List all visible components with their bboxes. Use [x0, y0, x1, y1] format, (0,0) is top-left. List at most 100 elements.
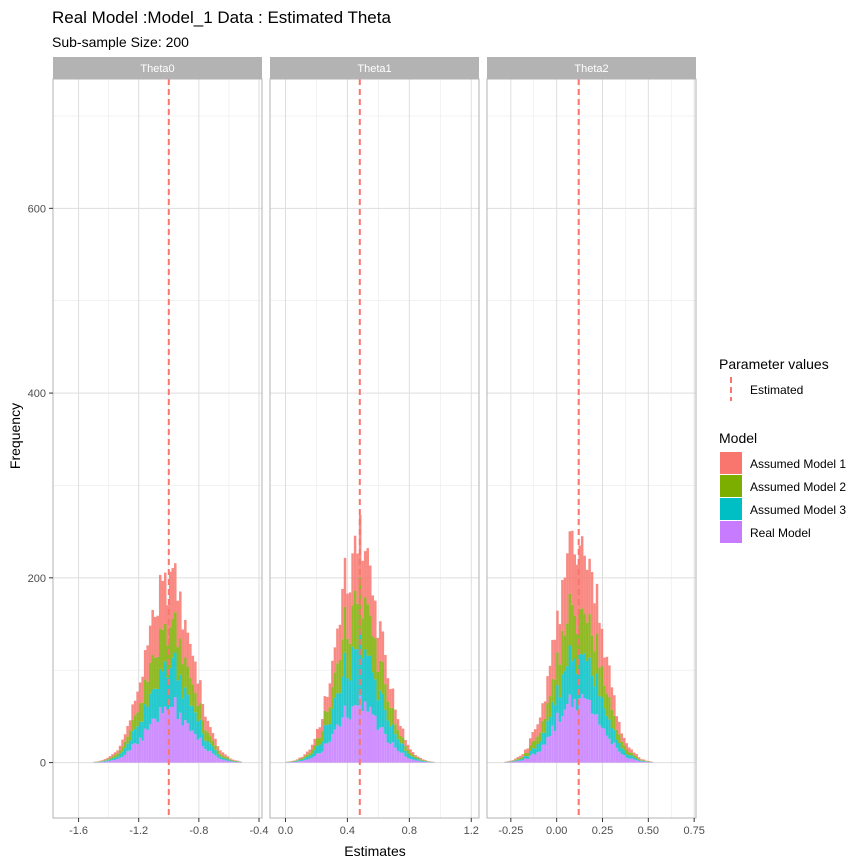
histogram-bar-real-model — [121, 756, 124, 763]
histogram-bar-real-model — [315, 753, 319, 763]
histogram-bar-assumed-model-1 — [571, 530, 574, 605]
histogram-bar-assumed-model-1 — [399, 725, 402, 736]
histogram-bar-real-model — [620, 754, 624, 763]
histogram-bar-assumed-model-1 — [321, 719, 324, 732]
histogram-bar-real-model — [219, 759, 222, 763]
histogram-bars — [93, 563, 242, 763]
histogram-bar-real-model — [313, 756, 316, 763]
histogram-bar-assumed-model-1 — [635, 754, 638, 757]
histogram-bar-assumed-model-2 — [331, 687, 334, 709]
histogram-bar-assumed-model-1 — [179, 591, 182, 639]
histogram-bar-assumed-model-2 — [189, 677, 192, 706]
histogram-bar-assumed-model-2 — [295, 760, 299, 761]
histogram-bar-assumed-model-1 — [146, 645, 149, 682]
histogram-bar-real-model — [118, 757, 122, 763]
histogram-bar-assumed-model-3 — [204, 740, 207, 750]
histogram-bar-assumed-model-2 — [409, 752, 412, 756]
histogram-bar-assumed-model-2 — [161, 629, 164, 672]
histogram-bar-assumed-model-3 — [156, 688, 159, 722]
histogram-bar-real-model — [236, 762, 240, 763]
histogram-bar-assumed-model-1 — [519, 755, 522, 758]
histogram-bar-assumed-model-2 — [613, 715, 616, 731]
x-tick-label: 0.50 — [638, 825, 659, 837]
y-tick-label: 600 — [28, 203, 46, 215]
histogram-bar-assumed-model-1 — [346, 593, 349, 639]
histogram-bar-real-model — [541, 744, 544, 763]
histogram-bar-assumed-model-1 — [521, 754, 525, 757]
histogram-bar-assumed-model-1 — [615, 716, 619, 730]
histogram-bar-real-model — [580, 694, 584, 763]
histogram-bar-real-model — [310, 757, 314, 763]
histogram-bar-real-model — [353, 705, 357, 763]
histogram-bar-assumed-model-2 — [411, 754, 415, 757]
histogram-bar-assumed-model-2 — [308, 752, 311, 756]
histogram-bar-assumed-model-2 — [138, 703, 142, 722]
histogram-bar-real-model — [234, 761, 237, 763]
histogram-bar-assumed-model-1 — [632, 752, 636, 756]
histogram-bar-assumed-model-2 — [196, 705, 200, 722]
histogram-bar-assumed-model-2 — [163, 623, 167, 662]
histogram-bar-assumed-model-3 — [583, 653, 586, 699]
histogram-bar-assumed-model-1 — [353, 535, 357, 591]
histogram-bar-assumed-model-1 — [351, 553, 354, 606]
histogram-bar-assumed-model-2 — [328, 707, 332, 724]
histogram-bar-assumed-model-3 — [521, 758, 525, 761]
histogram-bar-assumed-model-3 — [516, 759, 520, 761]
facet-strip-label: Theta1 — [357, 63, 391, 75]
histogram-bar-assumed-model-2 — [556, 652, 559, 686]
histogram-bar-assumed-model-3 — [414, 758, 417, 761]
histogram-bar-assumed-model-1 — [318, 727, 322, 738]
histogram-bar-real-model — [536, 752, 539, 763]
histogram-bar-assumed-model-2 — [148, 662, 152, 694]
histogram-bar-assumed-model-2 — [424, 760, 428, 762]
histogram-bar-assumed-model-1 — [111, 754, 114, 757]
histogram-bar-assumed-model-1 — [598, 622, 601, 669]
histogram-bar-assumed-model-3 — [116, 756, 119, 760]
histogram-bar-assumed-model-3 — [303, 758, 306, 761]
histogram-bar-assumed-model-3 — [171, 657, 175, 707]
histogram-bar-assumed-model-2 — [101, 760, 104, 762]
histogram-bar-assumed-model-1 — [409, 749, 412, 753]
histogram-bar-assumed-model-3 — [541, 732, 544, 745]
histogram-bar-assumed-model-1 — [234, 760, 237, 761]
histogram-bar-assumed-model-1 — [98, 760, 102, 762]
legend-label-assumed-model-1: Assumed Model 1 — [750, 457, 846, 471]
histogram-bar-assumed-model-1 — [131, 704, 134, 720]
histogram-bar-assumed-model-3 — [543, 732, 547, 745]
histogram-bar-assumed-model-2 — [116, 753, 119, 757]
histogram-bar-assumed-model-2 — [623, 745, 626, 751]
y-axis-title: Frequency — [7, 403, 23, 469]
histogram-bar-real-model — [331, 734, 334, 763]
histogram-bar-real-model — [598, 724, 601, 763]
facet-strip — [53, 57, 262, 79]
histogram-bar-assumed-model-2 — [546, 703, 549, 721]
histogram-bar-assumed-model-1 — [231, 759, 235, 761]
histogram-bar-assumed-model-1 — [414, 755, 417, 757]
y-axis: 0 200 400 600 — [28, 203, 53, 770]
histogram-bar-assumed-model-2 — [229, 759, 232, 761]
x-tick-label: 0.4 — [340, 825, 355, 837]
histogram-bar-assumed-model-2 — [511, 760, 515, 762]
histogram-bar-assumed-model-2 — [416, 757, 420, 760]
histogram-bar-assumed-model-3 — [640, 760, 643, 762]
histogram-bar-assumed-model-3 — [118, 753, 122, 758]
legend-key-assumed-model-1 — [720, 452, 742, 474]
histogram-bar-real-model — [576, 710, 579, 763]
histogram-bar-real-model — [161, 713, 164, 763]
histogram-bar-assumed-model-2 — [348, 643, 352, 681]
histogram-bar-assumed-model-1 — [123, 734, 127, 742]
histogram-bar-assumed-model-3 — [331, 708, 334, 735]
histogram-bar-assumed-model-2 — [637, 758, 641, 760]
histogram-bar-assumed-model-3 — [556, 685, 559, 713]
histogram-bar-assumed-model-2 — [374, 638, 377, 680]
histogram-bar-assumed-model-1 — [113, 752, 117, 756]
legend-title-model: Model — [719, 430, 757, 446]
histogram-bar-assumed-model-3 — [308, 755, 311, 759]
histogram-bar-assumed-model-1 — [206, 720, 210, 733]
histogram-bar-real-model — [421, 761, 425, 763]
histogram-bar-assumed-model-3 — [384, 709, 387, 734]
histogram-bar-real-model — [338, 726, 342, 763]
histogram-bar-real-model — [166, 710, 170, 763]
histogram-bar-assumed-model-1 — [310, 744, 314, 750]
histogram-bar-real-model — [323, 743, 327, 763]
